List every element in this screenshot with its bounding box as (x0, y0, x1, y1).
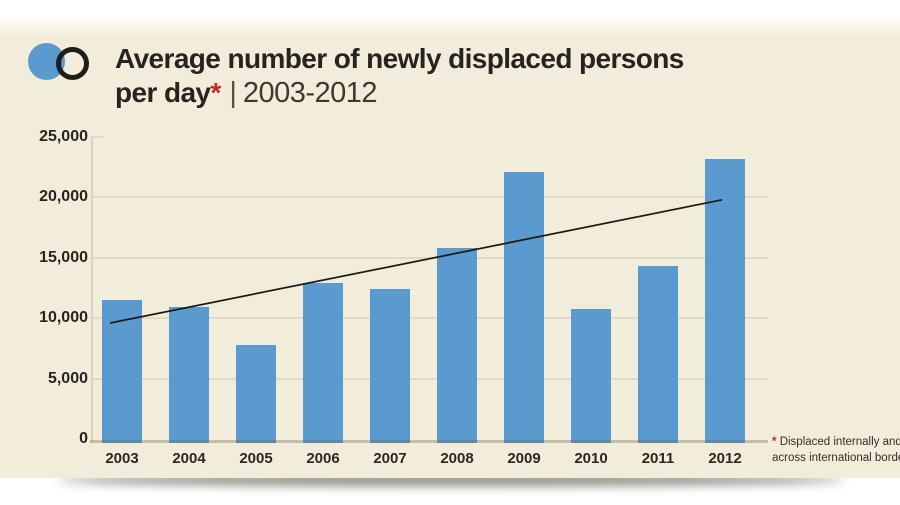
x-axis-label: 2006 (306, 450, 340, 467)
title-asterisk: * (210, 77, 222, 108)
gridline (90, 196, 768, 199)
x-axis-label: 2011 (641, 450, 675, 467)
x-axis-label: 2005 (239, 450, 273, 467)
footnote: * Displaced internally and across intern… (772, 434, 900, 466)
bar-2011 (638, 266, 678, 443)
x-axis-label: 2012 (708, 450, 742, 467)
gridline (90, 136, 104, 138)
y-axis-label: 25,000 (39, 128, 88, 145)
gridline (90, 377, 768, 380)
baseline (90, 440, 768, 443)
chart-title-per-day: per day (115, 77, 211, 108)
y-axis-label: 0 (79, 430, 88, 447)
chart-title-line2: per day* | 2003-2012 (115, 76, 684, 115)
chart-title: Average number of newly displaced person… (115, 42, 684, 115)
bar-2007 (370, 289, 410, 443)
gridline (90, 256, 768, 259)
y-axis-label: 10,000 (39, 309, 88, 327)
bar-2006 (303, 283, 343, 443)
x-axis-label: 2009 (507, 450, 541, 467)
y-axis-label: 20,000 (39, 188, 88, 206)
bar-2004 (169, 307, 209, 443)
footnote-line1: * Displaced internally and (772, 434, 900, 450)
footnote-asterisk: * (772, 436, 777, 448)
footnote-line2: across international borders (772, 452, 900, 464)
chart-title-line1: Average number of newly displaced person… (115, 43, 684, 74)
footnote-line1-text: Displaced internally and (779, 436, 900, 448)
x-axis-label: 2010 (574, 450, 608, 467)
bar-2012 (705, 158, 745, 443)
y-axis-line (91, 137, 93, 443)
x-axis-label: 2007 (373, 450, 407, 467)
y-axis-label: 15,000 (39, 248, 88, 266)
y-axis-label: 5,000 (47, 369, 88, 387)
x-axis-label: 2004 (172, 450, 206, 467)
x-axis-label: 2008 (440, 450, 474, 467)
title-period: 2003-2012 (242, 77, 378, 109)
bar-2009 (504, 172, 544, 443)
bar-2005 (236, 344, 276, 443)
logo-ring-icon (56, 47, 89, 80)
bar-2003 (102, 300, 142, 443)
title-separator: | (229, 77, 237, 109)
x-axis-label: 2003 (105, 450, 139, 467)
bar-2008 (437, 248, 477, 443)
bar-2010 (571, 308, 611, 443)
